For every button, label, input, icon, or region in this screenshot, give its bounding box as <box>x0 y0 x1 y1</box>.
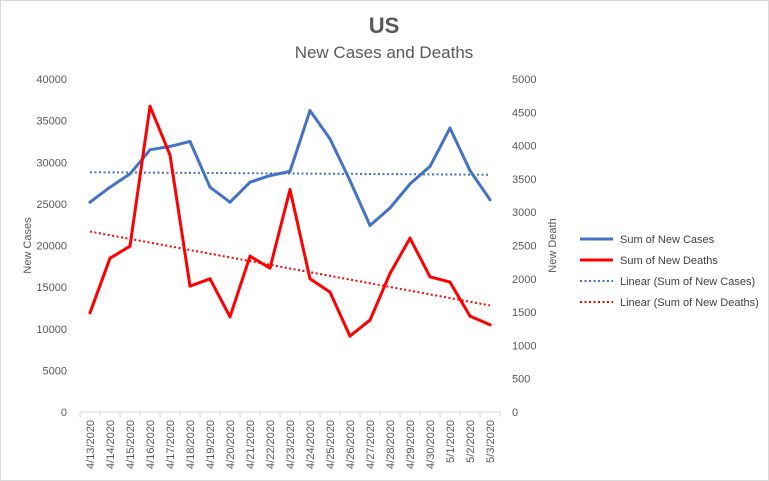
x-tick-label: 4/26/2020 <box>345 420 357 469</box>
x-tick-label: 4/14/2020 <box>105 420 117 469</box>
y-right-tick-label: 500 <box>512 374 530 386</box>
data-point <box>348 334 352 338</box>
data-point <box>148 148 152 152</box>
y-right-tick-label: 4500 <box>512 107 536 119</box>
x-tick-label: 4/22/2020 <box>265 420 277 469</box>
legend-label: Linear (Sum of New Deaths) <box>620 297 759 309</box>
data-point <box>308 277 312 281</box>
data-point <box>108 185 112 189</box>
data-point <box>128 244 132 248</box>
data-point <box>228 200 232 204</box>
data-point <box>248 180 252 184</box>
x-tick-label: 5/3/2020 <box>485 420 497 463</box>
x-tick-label: 5/1/2020 <box>445 420 457 463</box>
data-point <box>188 139 192 143</box>
data-point <box>208 277 212 281</box>
x-tick-label: 4/30/2020 <box>425 420 437 469</box>
data-point <box>408 182 412 186</box>
trendlines-group <box>89 171 491 307</box>
y-left-tick-label: 25000 <box>36 199 67 211</box>
x-tick-label: 4/18/2020 <box>185 420 197 469</box>
y-right-tick-label: 3000 <box>512 207 536 219</box>
x-tick-label: 5/2/2020 <box>465 420 477 463</box>
data-point <box>168 153 172 157</box>
data-point <box>88 311 92 315</box>
data-point <box>168 144 172 148</box>
data-point <box>148 104 152 108</box>
data-point <box>248 254 252 258</box>
y-left-tick-label: 20000 <box>36 241 67 253</box>
data-point <box>348 179 352 183</box>
data-point <box>388 271 392 275</box>
series-group <box>88 104 492 338</box>
data-point <box>448 126 452 130</box>
trendline <box>89 230 491 307</box>
y-left-tick-label: 0 <box>61 407 67 419</box>
x-tick-label: 4/27/2020 <box>365 420 377 469</box>
data-point <box>268 174 272 178</box>
data-point <box>488 323 492 327</box>
y-left-tick-label: 30000 <box>36 157 67 169</box>
data-point <box>488 198 492 202</box>
data-point <box>408 236 412 240</box>
legend-label: Linear (Sum of New Cases) <box>620 276 755 288</box>
legend: Sum of New Cases Sum of New Deaths Linear … <box>580 234 759 309</box>
y-right-tick-label: 2000 <box>512 274 536 286</box>
data-point <box>268 266 272 270</box>
axes-group: 4/13/2020 4/14/2020 4/15/2020 4/16/2020 4/17… <box>22 74 559 469</box>
data-point <box>328 137 332 141</box>
data-point <box>428 164 432 168</box>
legend-label: Sum of New Deaths <box>620 255 718 267</box>
data-point <box>428 275 432 279</box>
y-right-tick-label: 0 <box>512 407 518 419</box>
data-point <box>308 109 312 113</box>
data-point <box>448 280 452 284</box>
chart-title: US <box>369 13 400 38</box>
data-point <box>188 284 192 288</box>
x-tick-label: 4/15/2020 <box>125 420 137 469</box>
x-tick-label: 4/19/2020 <box>205 420 217 469</box>
x-tick-label: 4/24/2020 <box>305 420 317 469</box>
y-right-tick-label: 1000 <box>512 340 536 352</box>
chart-subtitle: New Cases and Deaths <box>295 43 474 62</box>
data-point <box>368 224 372 228</box>
x-tick-label: 4/28/2020 <box>385 420 397 469</box>
x-tick-label: 4/25/2020 <box>325 420 337 469</box>
y-left-tick-label: 5000 <box>43 365 67 377</box>
x-tick-label: 4/29/2020 <box>405 420 417 469</box>
data-point <box>468 169 472 173</box>
y-left-tick-label: 10000 <box>36 324 67 336</box>
data-point <box>208 185 212 189</box>
y-left-tick-label: 35000 <box>36 116 67 128</box>
data-point <box>128 172 132 176</box>
y-left-tick-label: 15000 <box>36 282 67 294</box>
data-point <box>288 169 292 173</box>
data-point <box>288 188 292 192</box>
legend-label: Sum of New Cases <box>620 234 715 246</box>
y-right-tick-label: 1500 <box>512 307 536 319</box>
y-right-tick-label: 4000 <box>512 141 536 153</box>
y-right-tick-label: 2500 <box>512 241 536 253</box>
x-tick-label: 4/13/2020 <box>85 420 97 469</box>
x-tick-label: 4/21/2020 <box>245 420 257 469</box>
y-right-tick-label: 3500 <box>512 174 536 186</box>
x-tick-label: 4/17/2020 <box>165 420 177 469</box>
data-point <box>328 290 332 294</box>
data-point <box>228 315 232 319</box>
data-point <box>368 318 372 322</box>
y-right-axis-title: New Death <box>547 218 559 272</box>
y-right-tick-label: 5000 <box>512 74 536 86</box>
x-tick-label: 4/23/2020 <box>285 420 297 469</box>
y-left-axis-title: New Cases <box>22 217 34 274</box>
data-point <box>388 206 392 210</box>
data-point <box>88 200 92 204</box>
y-left-tick-label: 40000 <box>36 74 67 86</box>
x-tick-label: 4/20/2020 <box>225 420 237 469</box>
data-point <box>108 256 112 260</box>
data-point <box>468 314 472 318</box>
x-tick-label: 4/16/2020 <box>145 420 157 469</box>
trendline <box>89 171 491 176</box>
